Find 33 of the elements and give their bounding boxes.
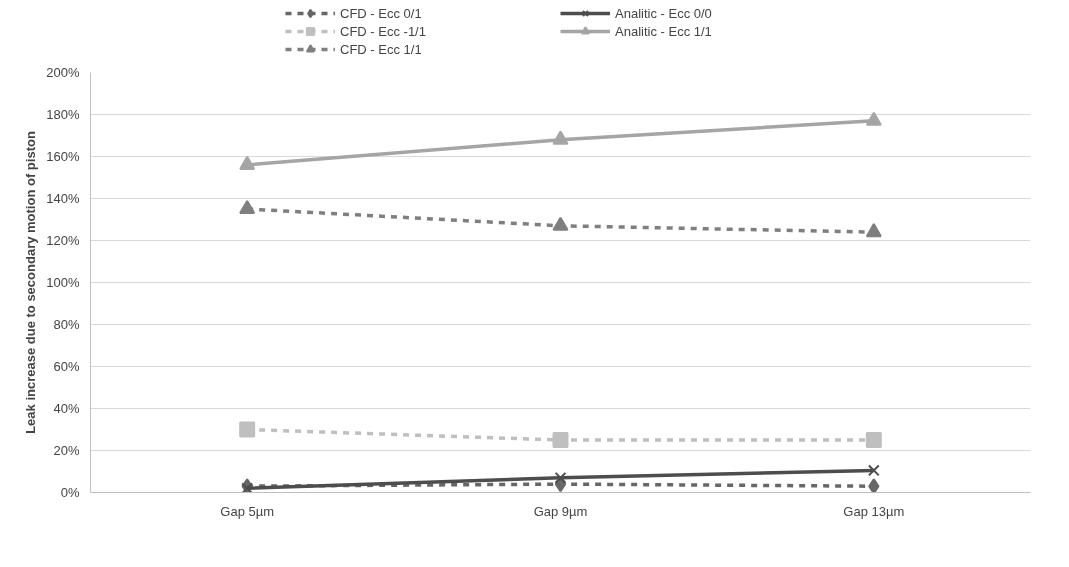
point: [865, 432, 882, 448]
point: [241, 482, 254, 493]
y-tick-label: 140%: [46, 191, 80, 206]
y-tick-label: 0%: [60, 485, 80, 500]
y-tick-label: 200%: [46, 65, 80, 80]
point: [865, 223, 882, 238]
y-tick-label: 80%: [53, 317, 80, 332]
y-tick-label: 100%: [46, 275, 80, 290]
x-tick-label: Gap 5µm: [220, 503, 275, 519]
point: [552, 432, 569, 448]
point: [239, 199, 256, 215]
y-axis-title: Leak increase due to secondary motion of piston: [23, 131, 39, 434]
legend-label: CFD - Ecc 0/1: [340, 4, 423, 22]
point: [552, 130, 569, 145]
point: [868, 478, 880, 493]
y-tick-label: 40%: [53, 401, 80, 416]
y-tick-label: 120%: [46, 233, 80, 248]
y-tick-label: 180%: [46, 107, 80, 122]
point: [554, 471, 567, 484]
point: [239, 155, 256, 170]
legend-label: CFD - Ecc 1/1: [340, 40, 423, 58]
y-tick-label: 60%: [53, 359, 80, 374]
point: [239, 421, 256, 438]
x-tick-label: Gap 9µm: [533, 503, 588, 519]
y-tick-label: 160%: [46, 149, 80, 164]
point: [865, 111, 882, 126]
point: [867, 464, 880, 477]
legend-label: Analitic - Ecc 0/0: [615, 4, 713, 22]
point: [552, 216, 569, 231]
x-tick-label: Gap 13µm: [843, 503, 905, 519]
y-tick-label: 20%: [53, 443, 80, 458]
legend-label: CFD - Ecc -1/1: [340, 22, 427, 40]
legend-label: Analitic - Ecc 1/1: [615, 22, 713, 40]
